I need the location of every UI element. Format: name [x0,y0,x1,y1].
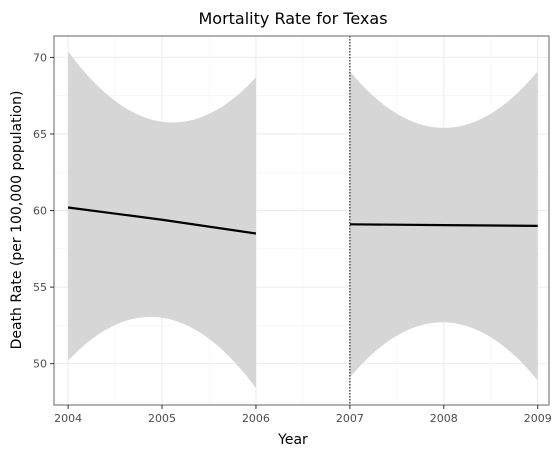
y-axis-title: Death Rate (per 100,000 population) [9,91,25,350]
y-tick-label: 55 [33,281,47,294]
y-tick-label: 70 [33,51,47,64]
x-axis: 2004 2005 2006 2007 2008 2009 [54,405,552,425]
fit-line-1 [67,206,257,235]
x-axis-title: Year [277,432,308,448]
x-tick-label: 2007 [336,412,364,425]
fit-lines [67,206,538,235]
y-tick-label: 50 [33,358,47,371]
x-tick-label: 2009 [524,412,552,425]
chart-title: Mortality Rate for Texas [198,9,387,28]
y-tick-label: 65 [33,128,47,141]
y-axis: 50 55 60 65 70 [33,51,54,371]
plot-panel-border [53,35,550,406]
x-tick-label: 2006 [242,412,270,425]
x-tick-label: 2004 [54,412,82,425]
y-tick-label: 60 [33,205,47,218]
fit-line-2 [349,223,538,227]
x-tick-label: 2008 [430,412,458,425]
x-tick-label: 2005 [148,412,176,425]
